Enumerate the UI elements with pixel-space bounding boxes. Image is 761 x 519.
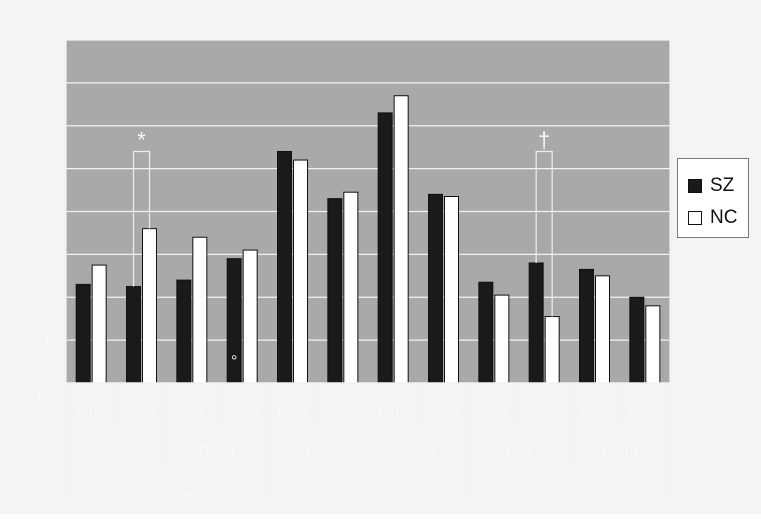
bar-sz — [579, 268, 594, 384]
bar-nc — [293, 159, 308, 384]
time-window-label: 50-100 — [345, 481, 392, 498]
legend: SZ NC — [677, 158, 749, 238]
legend-label-sz: SZ — [710, 175, 735, 196]
y-tick-label: 70 — [44, 76, 58, 91]
bar-sz — [528, 262, 544, 384]
y-tick-label: 20 — [44, 290, 58, 305]
significance-marker: † — [538, 127, 550, 152]
annotation-marker: ° — [231, 353, 237, 370]
y-tick-label: 60 — [44, 119, 58, 134]
bar-nc — [393, 95, 409, 384]
bar-sz — [478, 281, 494, 384]
x-tick-label: voice — [527, 403, 562, 420]
legend-swatch-nc — [688, 211, 702, 225]
bar-sz — [176, 279, 192, 384]
y-tick-label: 40 — [44, 205, 58, 220]
x-tick-label: tone — [77, 403, 106, 420]
bar-sz — [377, 112, 393, 384]
bar-nc — [142, 228, 157, 384]
time-window-label: 0-50msec — [139, 481, 196, 501]
significance-marker: * — [137, 127, 146, 152]
x-tick-label: tone — [580, 403, 609, 420]
bar-sz — [75, 283, 91, 384]
y-tick-label: 50 — [44, 162, 58, 177]
hemisphere-label: Right — [199, 443, 235, 460]
legend-label-nc: NC — [710, 207, 738, 228]
legend-swatch-sz — [688, 179, 702, 193]
bar-nc — [343, 191, 359, 384]
bar-nc — [444, 195, 459, 384]
y-tick-label: 10 — [44, 333, 58, 348]
significance-bracket — [535, 150, 553, 317]
y-tick-label: 30 — [44, 247, 58, 262]
bar-nc — [242, 249, 258, 384]
hemisphere-label: Left — [104, 443, 130, 460]
hemisphere-label: Left — [506, 443, 532, 460]
legend-item-nc: NC — [688, 207, 737, 229]
bar-sz — [629, 296, 645, 384]
x-tick-label: voice — [124, 403, 159, 420]
bar-nc — [595, 275, 610, 384]
bar-sz — [126, 286, 141, 384]
bar-nc — [192, 236, 208, 384]
y-unit-label: fT — [38, 389, 50, 404]
bar-nc — [544, 316, 560, 384]
x-tick-label: tone — [379, 403, 408, 420]
hemisphere-label: Left — [305, 443, 331, 460]
x-tick-label: tone — [177, 403, 206, 420]
x-tick-label: tone — [278, 403, 307, 420]
x-tick-label: voice — [225, 403, 260, 420]
x-tick-label: voice — [627, 403, 662, 420]
bar-sz — [327, 198, 343, 384]
significance-bracket — [132, 150, 151, 287]
bar-nc — [645, 305, 661, 384]
y-tick-label: 0 — [51, 376, 58, 391]
legend-item-sz: SZ — [688, 175, 734, 197]
time-window-label: 100-150 — [542, 481, 597, 498]
x-tick-label: tone — [479, 403, 508, 420]
bar-nc — [494, 294, 510, 384]
x-tick-label: voice — [426, 403, 461, 420]
bar-sz — [277, 150, 292, 384]
bar-sz — [428, 193, 443, 384]
y-tick-label: 80 — [44, 33, 58, 48]
bar-nc — [91, 264, 107, 384]
x-tick-label: voice — [325, 403, 360, 420]
hemisphere-label: Right — [401, 443, 437, 460]
hemisphere-label: Right — [602, 443, 638, 460]
